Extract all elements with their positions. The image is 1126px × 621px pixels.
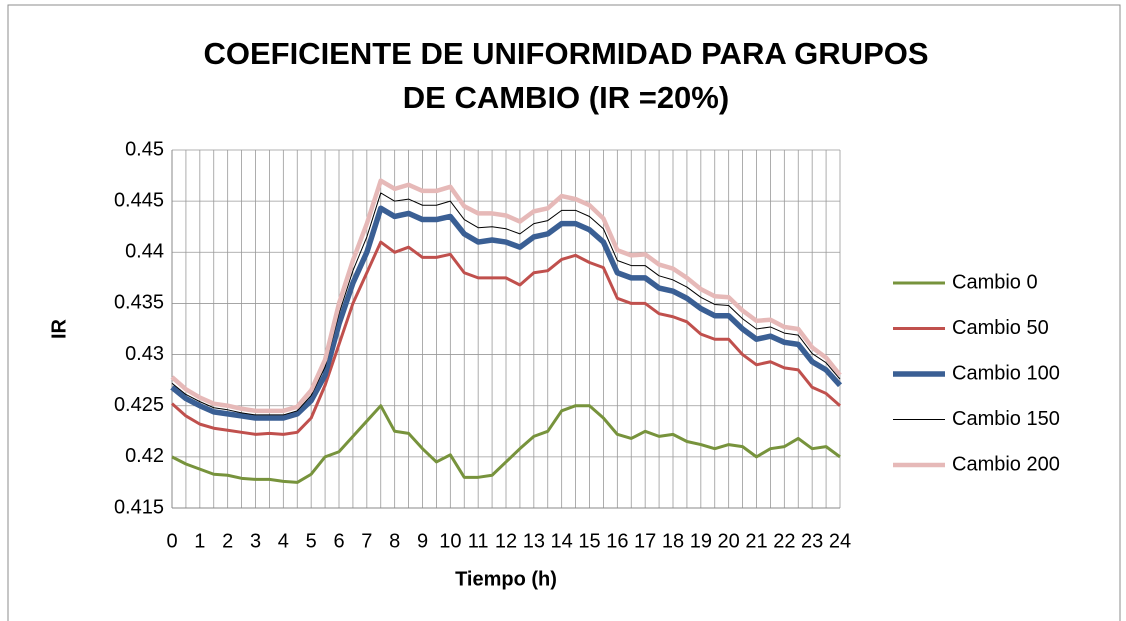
x-tick-label: 20 xyxy=(718,530,740,552)
line xyxy=(170,178,842,414)
legend-label: Cambio 100 xyxy=(952,362,1060,384)
line xyxy=(170,205,843,421)
x-tick-label: 0 xyxy=(166,530,177,552)
legend-label: Cambio 50 xyxy=(952,317,1049,339)
chart-title: DE CAMBIO (IR =20%) xyxy=(403,80,729,115)
y-tick-label: 0.43 xyxy=(125,343,164,365)
legend-label: Cambio 200 xyxy=(952,453,1060,475)
x-tick-label: 3 xyxy=(250,530,261,552)
x-tick-label: 19 xyxy=(690,530,712,552)
x-tick-label: 10 xyxy=(439,530,461,552)
x-tick-label: 8 xyxy=(389,530,400,552)
line xyxy=(171,240,841,436)
x-tick-label: 11 xyxy=(468,530,489,552)
x-tick-label: 1 xyxy=(194,530,205,552)
line xyxy=(171,404,841,484)
x-tick-label: 9 xyxy=(417,530,428,552)
y-tick-label: 0.435 xyxy=(114,292,164,314)
x-tick-label: 6 xyxy=(333,530,344,552)
x-tick-label: 12 xyxy=(495,530,517,552)
x-tick-label: 7 xyxy=(361,530,372,552)
legend-label: Cambio 150 xyxy=(952,408,1060,430)
y-tick-label: 0.42 xyxy=(125,445,164,467)
x-tick-label: 18 xyxy=(662,530,684,552)
y-tick-label: 0.425 xyxy=(114,394,164,416)
legend-label: Cambio 0 xyxy=(952,271,1038,293)
y-tick-label: 0.445 xyxy=(114,189,164,211)
x-tick-label: 14 xyxy=(551,530,573,552)
x-tick-label: 22 xyxy=(773,530,795,552)
x-tick-label: 17 xyxy=(634,530,656,552)
x-tick-label: 23 xyxy=(801,530,823,552)
y-tick-label: 0.44 xyxy=(125,241,164,263)
x-tick-label: 2 xyxy=(222,530,233,552)
x-tick-label: 5 xyxy=(306,530,317,552)
y-axis-title: IR xyxy=(48,318,70,339)
x-tick-label: 13 xyxy=(523,530,545,552)
x-axis-title: Tiempo (h) xyxy=(455,568,557,590)
line xyxy=(171,192,841,416)
x-tick-label: 16 xyxy=(606,530,628,552)
x-tick-label: 4 xyxy=(278,530,289,552)
x-tick-label: 21 xyxy=(745,530,767,552)
y-tick-label: 0.415 xyxy=(114,496,164,518)
chart-frame xyxy=(7,4,1121,621)
chart-title: COEFICIENTE DE UNIFORMIDAD PARA GRUPOS xyxy=(203,36,928,71)
x-tick-label: 24 xyxy=(829,530,851,552)
x-tick-label: 15 xyxy=(578,530,600,552)
y-tick-label: 0.45 xyxy=(125,138,164,160)
